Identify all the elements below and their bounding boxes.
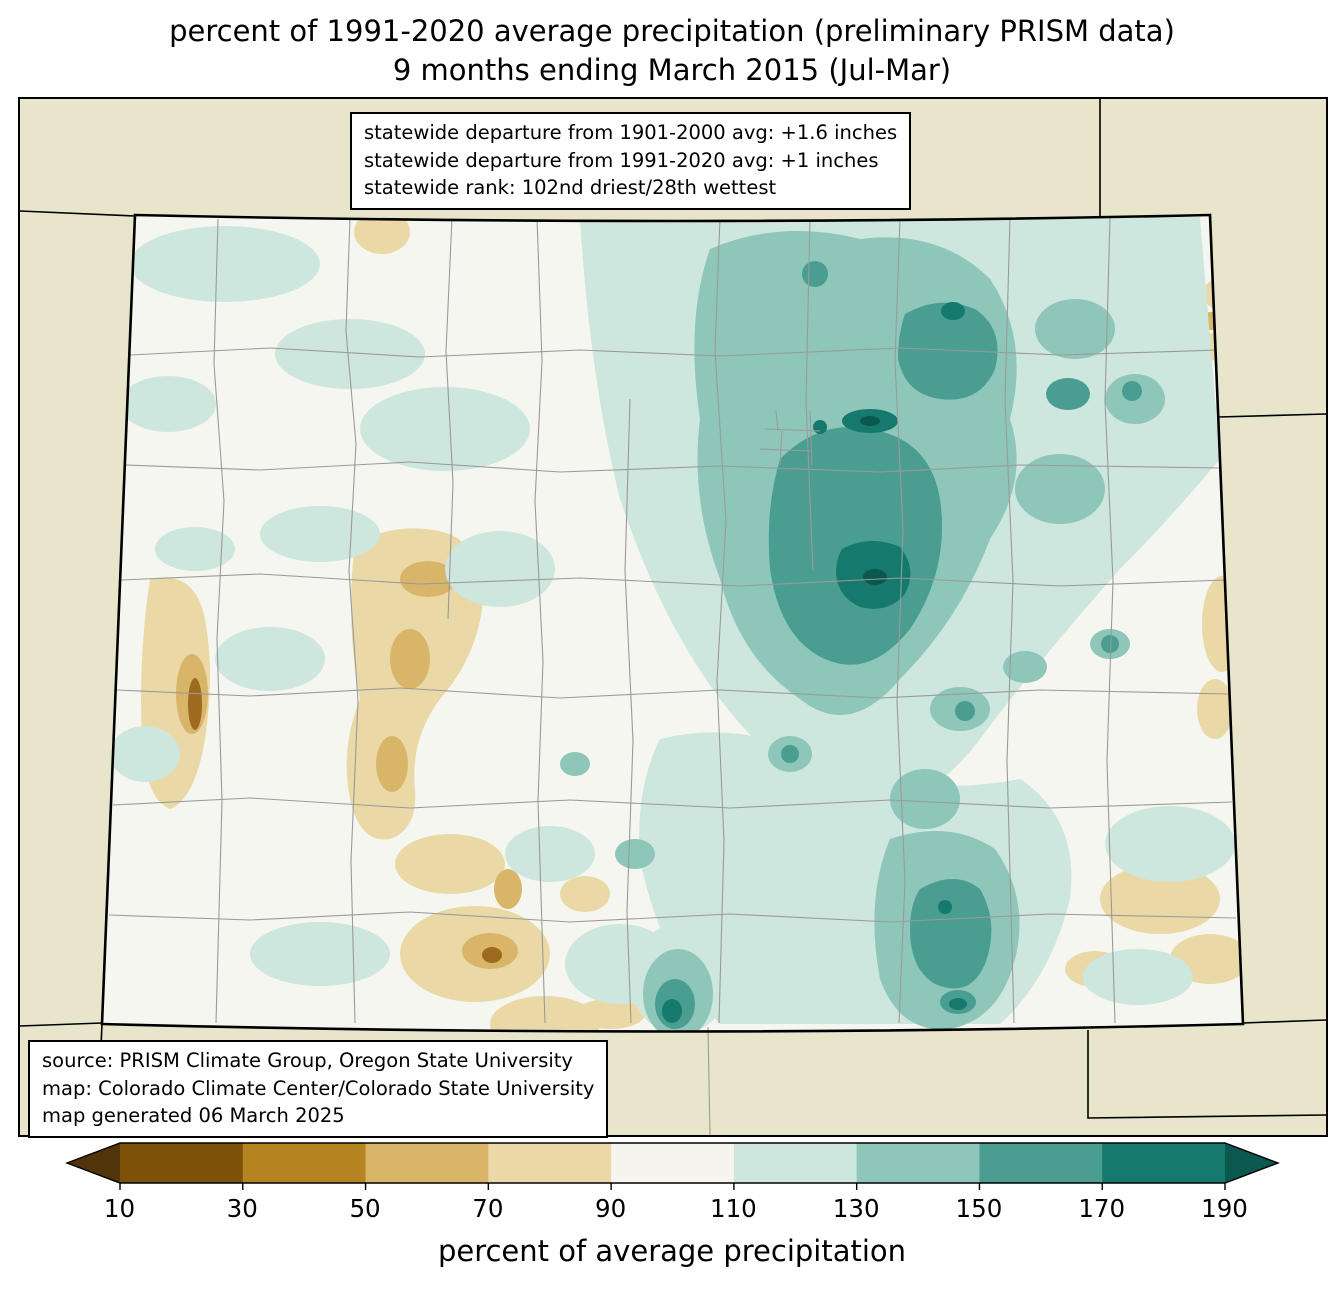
colorbar-tick-label: 70 [472,1194,504,1223]
colorbar [64,1142,1280,1190]
colorbar-tick-label: 90 [595,1194,627,1223]
contour-below-50 [188,678,502,963]
colorbar-caption: percent of average precipitation [437,1234,907,1268]
colorbar-segment [978,1143,1103,1183]
neighbor-county-line [707,1026,711,1135]
colorbar-tick-label: 30 [226,1194,258,1223]
contour-above-190 [860,416,887,585]
colorbar-segment [119,1143,243,1183]
page-title-line-2: 9 months ending March 2015 (Jul-Mar) [392,52,952,87]
colorbar-segment [487,1143,612,1183]
colorbar-segment [242,1143,366,1183]
colorbar-tick-label: 170 [1078,1194,1126,1223]
colorbar-tick-labels: 10 30 50 70 90 110 130 150 170 190 [65,1194,1280,1226]
stats-line-departure-1901: statewide departure from 1901-2000 avg: … [364,121,898,144]
colorbar-tick-label: 150 [955,1194,1003,1223]
colorbar-over-arrow [1224,1143,1278,1183]
source-credit-box: source: PRISM Climate Group, Oregon Stat… [28,1040,609,1139]
colorbar-segment [1101,1143,1226,1183]
statewide-stats-box: statewide departure from 1901-2000 avg: … [350,112,912,211]
colorbar-tick-label: 10 [103,1194,136,1223]
page-title-line-1: percent of 1991-2020 average precipitati… [169,14,1175,48]
county-lines [108,217,1237,1024]
map-credit-line: map: Colorado Climate Center/Colorado St… [42,1076,595,1100]
colorbar-tick-label: 50 [349,1194,381,1223]
colorbar-segment [733,1143,857,1183]
stats-line-departure-1991: statewide departure from 1991-2020 avg: … [364,148,879,172]
colorbar-tick-label: 190 [1201,1194,1248,1223]
colorbar-tick-label: 110 [709,1194,757,1223]
page-title: percent of 1991-2020 average precipitati… [0,0,1344,90]
colorado-precip-map [20,99,1326,1135]
stats-line-rank: statewide rank: 102nd driest/28th wettes… [364,176,777,200]
colorbar-segment [856,1143,980,1183]
colorbar-under-arrow [66,1143,120,1183]
generated-date-line: map generated 06 March 2025 [42,1104,345,1128]
colorbar-area: 10 30 50 70 90 110 130 150 170 190 percent of ave… [0,1140,1344,1268]
source-line: source: PRISM Climate Group, Oregon Stat… [42,1049,573,1072]
colorbar-segment [365,1143,489,1183]
colorbar-tick-label: 130 [832,1194,880,1223]
colorado-state-border [100,213,1245,1033]
colorbar-segment [610,1143,734,1183]
map-frame: statewide departure from 1901-2000 avg: … [18,97,1328,1139]
